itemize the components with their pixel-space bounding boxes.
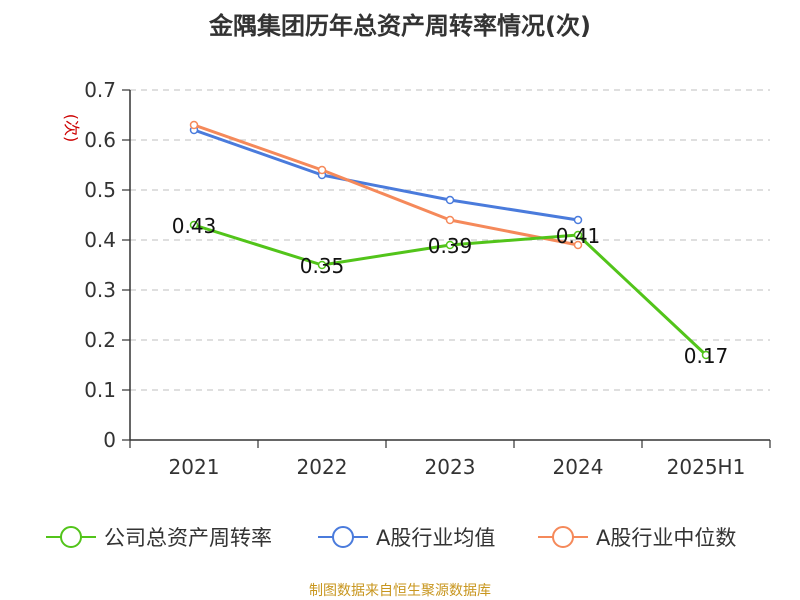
y-tick-label: 0.3 [84,278,116,302]
data-point [573,240,583,250]
legend-label: A股行业中位数 [596,526,736,550]
series-layer [189,120,711,360]
legend-item[interactable]: 公司总资产周转率 [46,526,272,550]
label-layer: 0.43 0.35 0.39 0.41 0.17 [172,214,729,368]
data-label: 0.43 [172,214,217,238]
x-tick-label: 2025H1 [667,455,746,479]
legend-item[interactable]: A股行业中位数 [538,526,736,550]
y-tick-label: 0.4 [84,228,116,252]
data-point [445,195,455,205]
data-point [445,215,455,225]
y-tick-label: 0.1 [84,378,116,402]
y-tick-label: 0.5 [84,178,116,202]
data-point [573,230,583,240]
axis-layer: 0 0.1 0.2 0.3 0.4 0.5 0.6 0.7 2021 2022 2023 2024 20… [84,78,771,479]
legend-marker [552,526,574,548]
legend-item[interactable]: A股行业均值 [318,526,495,550]
y-tick-label: 0.7 [84,78,116,102]
legend-label: 公司总资产周转率 [104,526,272,550]
data-label: 0.41 [556,224,601,248]
series-line [193,123,579,247]
data-point [573,215,583,225]
x-tick-label: 2022 [297,455,348,479]
x-tick-label: 2021 [169,455,220,479]
chart-title: 金隅集团历年总资产周转率情况(次) [209,12,591,40]
y-tick-label: 0 [103,428,116,452]
data-point [189,220,199,230]
data-point [317,260,327,270]
source-note: 制图数据来自恒生聚源数据库 [309,583,491,599]
data-point [317,165,327,175]
data-point [445,240,455,250]
series-line [193,128,579,222]
y-axis-label: (次) [62,114,81,143]
data-label: 0.39 [428,234,473,258]
x-tick-label: 2024 [553,455,604,479]
y-tick-label: 0.2 [84,328,116,352]
legend-label: A股行业均值 [376,526,495,550]
legend-marker [60,526,82,548]
legend-layer[interactable]: 公司总资产周转率 A股行业均值 A股行业中位数 [46,526,736,550]
data-label: 0.17 [684,344,729,368]
y-tick-label: 0.6 [84,128,116,152]
x-tick-label: 2023 [425,455,476,479]
data-label: 0.35 [300,254,345,278]
legend-marker [332,526,354,548]
grid-layer [130,89,770,391]
data-point [701,350,711,360]
data-point [189,120,199,130]
